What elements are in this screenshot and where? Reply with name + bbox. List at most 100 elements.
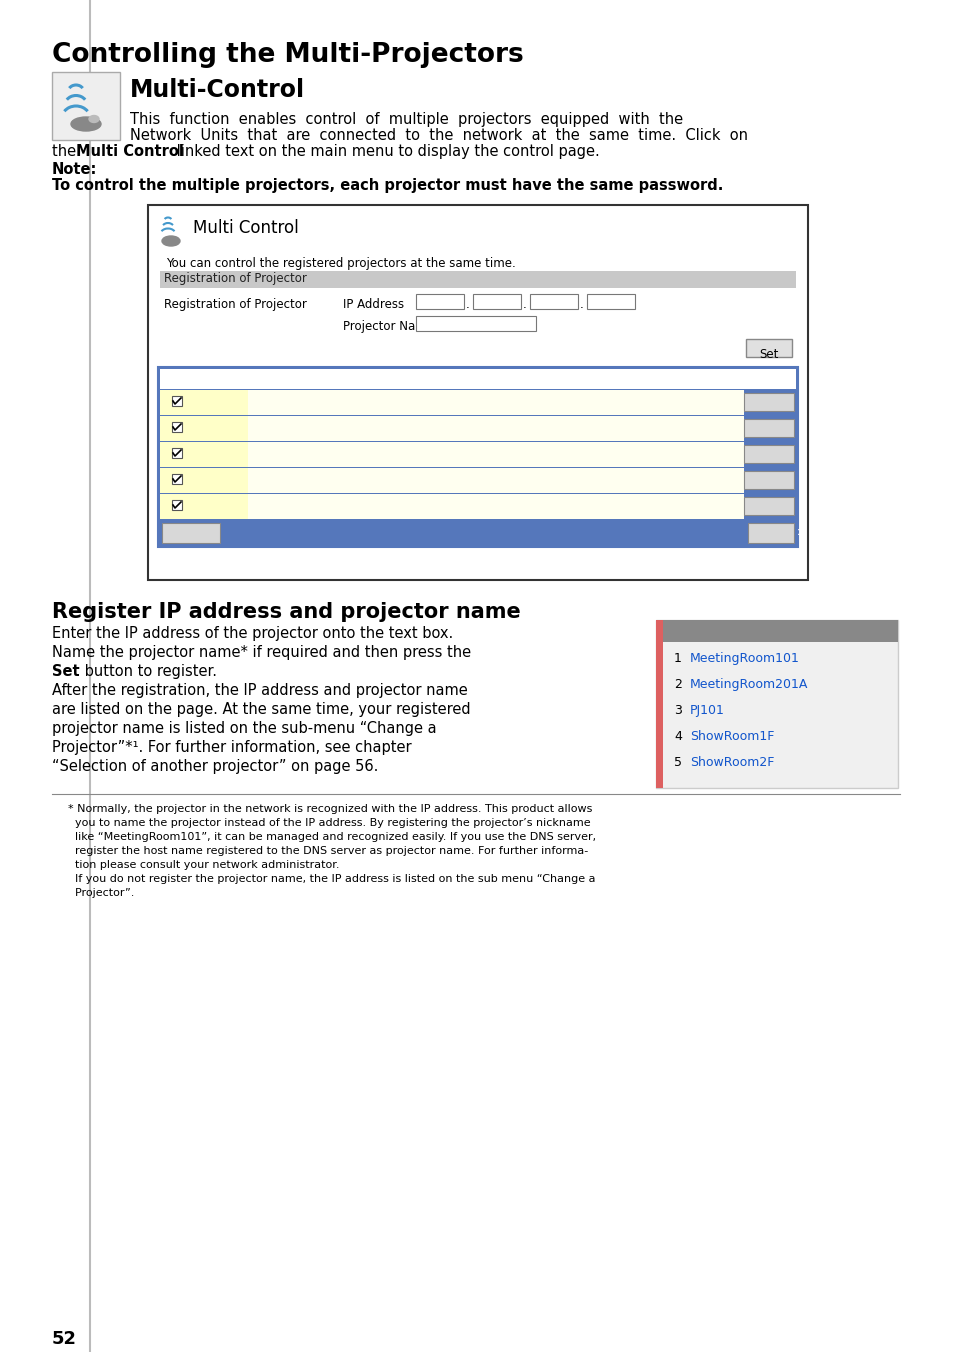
Text: Status: Status	[547, 370, 585, 384]
Text: MeetingRoom201A: MeetingRoom201A	[689, 677, 807, 691]
Text: Delete: Delete	[750, 475, 786, 485]
Text: 192.168.0.101: 192.168.0.101	[416, 448, 501, 460]
Text: are listed on the page. At the same time, your registered: are listed on the page. At the same time…	[52, 702, 470, 717]
Text: Note:: Note:	[52, 162, 97, 177]
Text: 2: 2	[223, 420, 231, 434]
Bar	[656, 621, 897, 788]
Text: MeetingRoom101: MeetingRoom101	[268, 395, 371, 408]
Bar	[158, 366, 797, 548]
Text: 3: 3	[223, 448, 231, 460]
Text: ShowRoom2F: ShowRoom2F	[689, 756, 774, 769]
Text: PJ101: PJ101	[689, 704, 724, 717]
Text: .: .	[579, 297, 583, 311]
Text: Network  Units  that  are  connected  to  the  network  at  the  same  time.  Cl: Network Units that are connected to the …	[130, 128, 747, 143]
Text: you to name the projector instead of the IP address. By registering the projecto: you to name the projector instead of the…	[68, 818, 590, 827]
Text: PJ101: PJ101	[268, 448, 300, 460]
Text: Registration of Projector: Registration of Projector	[164, 272, 307, 285]
Text: register the host name registered to the DNS server as projector name. For furth: register the host name registered to the…	[68, 846, 588, 856]
Text: Enter the IP address of the projector onto the text box.: Enter the IP address of the projector on…	[52, 626, 453, 641]
Text: * Normally, the projector in the network is recognized with the IP address. This: * Normally, the projector in the network…	[68, 804, 592, 814]
Bar	[160, 468, 206, 493]
Text: button to register.: button to register.	[80, 664, 216, 679]
Text: Multi-Control: Multi-Control	[130, 78, 305, 101]
Bar	[743, 393, 793, 411]
Bar	[206, 442, 248, 466]
Bar	[416, 316, 536, 331]
Text: linked text on the main menu to display the control page.: linked text on the main menu to display …	[172, 145, 599, 160]
Bar	[160, 369, 795, 389]
Bar	[172, 396, 182, 406]
Text: Multi Control: Multi Control	[193, 219, 298, 237]
Text: Delete: Delete	[750, 449, 786, 458]
Bar	[160, 416, 743, 441]
Text: Delete: Delete	[750, 397, 786, 407]
Bar	[662, 621, 897, 642]
Text: Set: Set	[52, 664, 79, 679]
Bar	[172, 448, 182, 458]
Bar	[206, 493, 248, 519]
Text: 5: 5	[673, 756, 681, 769]
Text: projector name is listed on the sub-menu “Change a: projector name is listed on the sub-menu…	[52, 721, 436, 735]
Text: ShowRoom2F: ShowRoom2F	[268, 499, 347, 512]
Text: MeetingRoom201A: MeetingRoom201A	[268, 420, 379, 434]
Text: Change a Projector: Change a Projector	[723, 625, 836, 637]
Text: 1: 1	[673, 652, 681, 665]
Text: You can control the registered projectors at the same time.: You can control the registered projector…	[166, 257, 516, 270]
Text: Projector”.: Projector”.	[68, 888, 134, 898]
Text: .: .	[465, 297, 469, 311]
Bar	[158, 519, 797, 548]
Text: 4: 4	[223, 473, 231, 485]
Bar	[473, 293, 520, 310]
Bar	[160, 442, 743, 466]
Text: Add All: Add All	[171, 527, 212, 539]
Bar	[586, 293, 635, 310]
Text: Delete: Delete	[750, 502, 786, 511]
Bar	[206, 389, 248, 415]
Text: IP Address: IP Address	[343, 297, 404, 311]
Text: Set: Set	[760, 527, 780, 539]
Text: If you do not register the projector name, the IP address is listed on the sub m: If you do not register the projector nam…	[68, 873, 595, 884]
Text: Delete: Delete	[750, 423, 786, 433]
Text: Name the projector name* if required and then press the: Name the projector name* if required and…	[52, 645, 471, 660]
Bar	[160, 389, 743, 415]
Text: “Selection of another projector” on page 56.: “Selection of another projector” on page…	[52, 758, 378, 773]
Text: ShowRoom1F: ShowRoom1F	[689, 730, 774, 744]
Text: Controlling the Multi-Projectors: Controlling the Multi-Projectors	[52, 42, 523, 68]
Bar	[160, 493, 743, 519]
Text: .: .	[522, 297, 526, 311]
Text: 5: 5	[223, 499, 231, 512]
Text: To control the multiple projectors, each projector must have the same password.: To control the multiple projectors, each…	[52, 178, 722, 193]
Bar	[148, 206, 807, 580]
Bar	[656, 621, 662, 788]
Ellipse shape	[71, 118, 101, 131]
Text: ShowRoom1F: ShowRoom1F	[268, 473, 347, 485]
Bar	[743, 445, 793, 462]
Bar	[162, 523, 220, 544]
Bar	[747, 523, 793, 544]
Text: 192.168.0.10: 192.168.0.10	[416, 420, 494, 434]
Text: Projector Name: Projector Name	[343, 320, 434, 333]
Text: Register IP address and projector name: Register IP address and projector name	[52, 602, 520, 622]
Text: 192.168.100.201: 192.168.100.201	[416, 499, 517, 512]
Text: 192.168.100.5: 192.168.100.5	[416, 473, 501, 485]
Text: 2: 2	[673, 677, 681, 691]
Bar	[745, 339, 791, 357]
Ellipse shape	[162, 237, 180, 246]
Bar	[743, 419, 793, 437]
Text: Projector”*¹. For further information, see chapter: Projector”*¹. For further information, s…	[52, 740, 411, 754]
Bar	[743, 470, 793, 489]
Bar	[416, 293, 463, 310]
Text: After the registration, the IP address and projector name: After the registration, the IP address a…	[52, 683, 467, 698]
Bar	[743, 498, 793, 515]
Bar	[172, 475, 182, 484]
Text: Control: Control	[166, 370, 209, 384]
Text: Multi Control: Multi Control	[76, 145, 184, 160]
Text: Change of the projector to control: Change of the projector to control	[627, 527, 804, 537]
Text: 4: 4	[673, 730, 681, 744]
Text: 3: 3	[673, 704, 681, 717]
Text: No.: No.	[215, 370, 235, 384]
Bar	[206, 468, 248, 493]
Ellipse shape	[89, 115, 99, 123]
Text: This  function  enables  control  of  multiple  projectors  equipped  with  the: This function enables control of multipl…	[130, 112, 682, 127]
Bar	[160, 468, 743, 493]
